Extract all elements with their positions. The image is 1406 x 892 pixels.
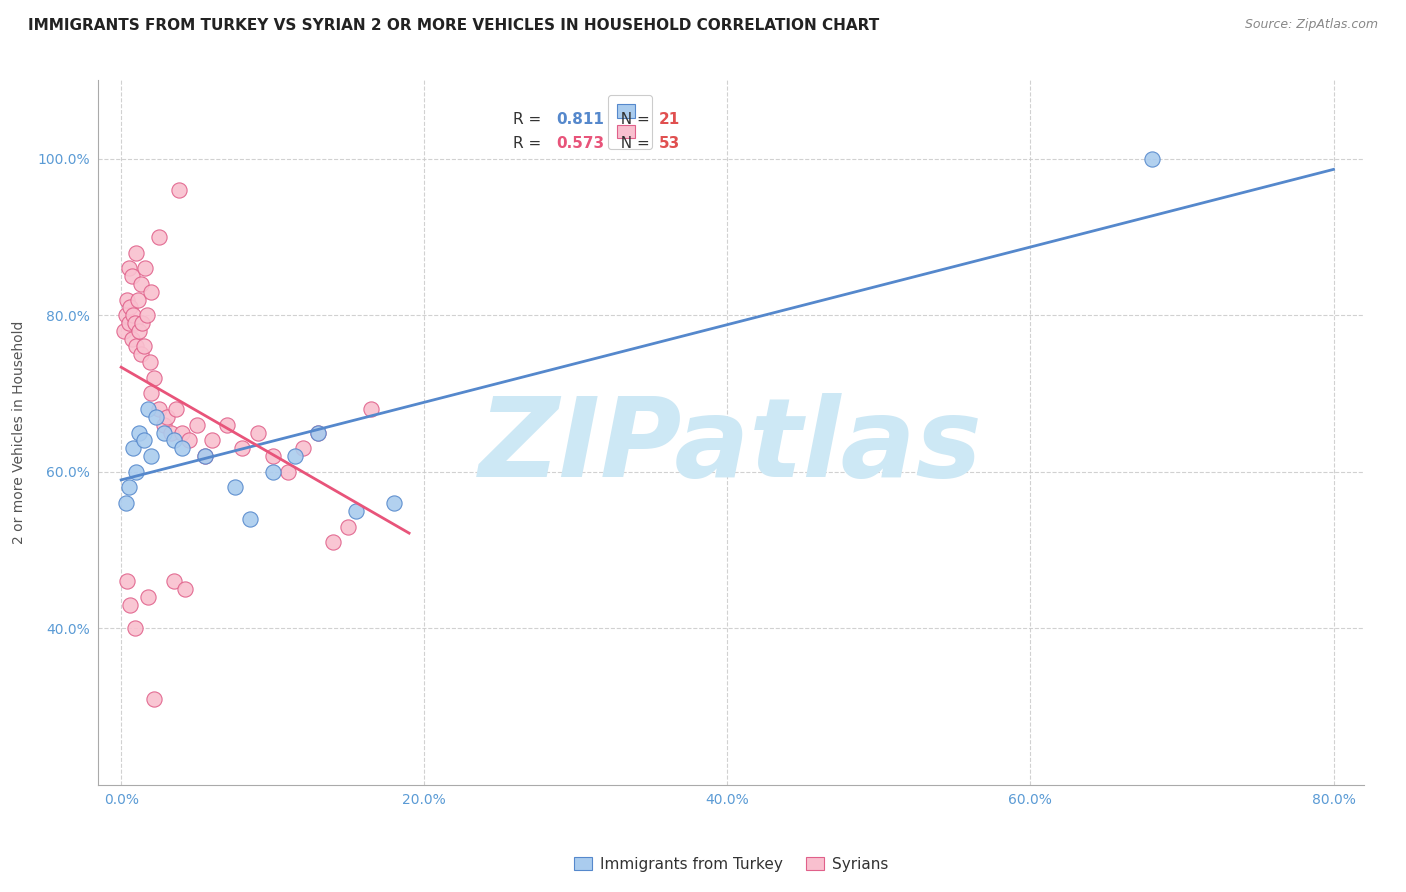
Point <box>112 324 135 338</box>
Point <box>115 574 138 589</box>
Point <box>138 590 160 604</box>
Point <box>262 465 284 479</box>
Point <box>360 402 382 417</box>
Point <box>139 355 162 369</box>
Point <box>131 316 153 330</box>
Point <box>118 261 141 276</box>
Point <box>125 465 148 479</box>
Point <box>135 308 157 322</box>
Point <box>224 480 246 494</box>
Point <box>129 277 152 291</box>
Point <box>344 504 367 518</box>
Point <box>121 332 143 346</box>
Point <box>165 402 187 417</box>
Point <box>163 434 186 448</box>
Point <box>134 261 156 276</box>
Point <box>132 339 155 353</box>
Point <box>284 449 307 463</box>
Point <box>120 598 142 612</box>
Point <box>128 425 150 440</box>
Point <box>122 308 145 322</box>
Point <box>152 417 174 432</box>
Point <box>114 496 136 510</box>
Point <box>307 425 329 440</box>
Text: 53: 53 <box>659 136 681 152</box>
Text: N =: N = <box>610 136 655 152</box>
Point <box>125 339 148 353</box>
Point <box>128 324 150 338</box>
Point <box>170 425 193 440</box>
Point <box>167 183 190 197</box>
Point <box>152 425 174 440</box>
Point <box>121 268 143 283</box>
Point <box>173 582 195 597</box>
Point <box>231 442 253 456</box>
Point <box>170 442 193 456</box>
Point <box>114 308 136 322</box>
Point <box>163 574 186 589</box>
Text: 0.573: 0.573 <box>557 136 605 152</box>
Point <box>1140 152 1163 166</box>
Point <box>292 442 315 456</box>
Point <box>122 442 145 456</box>
Point <box>262 449 284 463</box>
Point <box>148 230 170 244</box>
Point <box>193 449 215 463</box>
Point <box>179 434 201 448</box>
Legend: Immigrants from Turkey, Syrians: Immigrants from Turkey, Syrians <box>567 849 896 880</box>
Point <box>132 434 155 448</box>
Text: R =: R = <box>513 136 547 152</box>
Point <box>337 519 360 533</box>
Point <box>115 293 138 307</box>
Point <box>125 245 148 260</box>
Point <box>156 409 179 424</box>
Text: R =: R = <box>513 112 547 128</box>
Point <box>141 449 163 463</box>
Point <box>239 512 262 526</box>
Point <box>145 409 167 424</box>
Point <box>143 371 166 385</box>
Point <box>124 316 146 330</box>
Point <box>217 417 239 432</box>
Point <box>141 285 163 299</box>
Y-axis label: 2 or more Vehicles in Household: 2 or more Vehicles in Household <box>13 321 27 544</box>
Point <box>141 386 163 401</box>
Text: 0.811: 0.811 <box>557 112 605 128</box>
Point <box>120 301 142 315</box>
Point <box>201 434 224 448</box>
Point <box>186 417 208 432</box>
Point <box>148 402 170 417</box>
Point <box>382 496 405 510</box>
Point <box>124 621 146 635</box>
Point <box>138 402 160 417</box>
Point <box>307 425 329 440</box>
Point <box>277 465 299 479</box>
Point <box>118 480 141 494</box>
Point <box>129 347 152 361</box>
Point <box>127 293 149 307</box>
Point <box>143 691 166 706</box>
Point <box>160 425 183 440</box>
Text: IMMIGRANTS FROM TURKEY VS SYRIAN 2 OR MORE VEHICLES IN HOUSEHOLD CORRELATION CHA: IMMIGRANTS FROM TURKEY VS SYRIAN 2 OR MO… <box>28 18 879 33</box>
Point <box>322 535 344 549</box>
Point <box>246 425 269 440</box>
Text: N =: N = <box>610 112 655 128</box>
Point <box>118 316 141 330</box>
Text: ZIPatlas: ZIPatlas <box>479 393 983 500</box>
Text: Source: ZipAtlas.com: Source: ZipAtlas.com <box>1244 18 1378 31</box>
Point <box>193 449 215 463</box>
Text: 21: 21 <box>659 112 681 128</box>
